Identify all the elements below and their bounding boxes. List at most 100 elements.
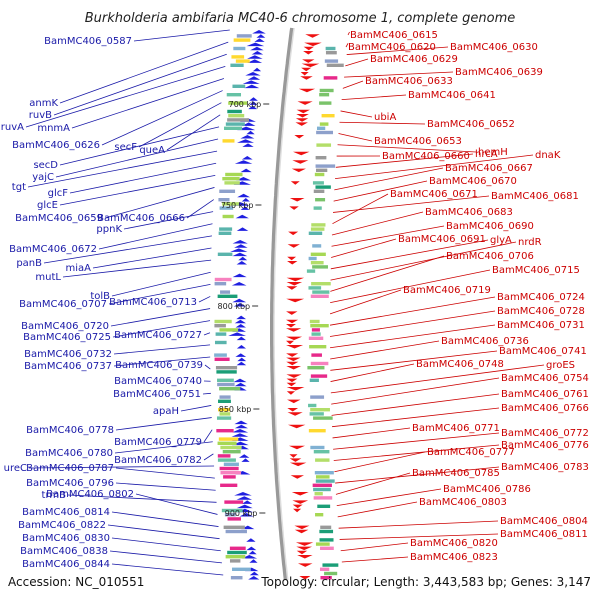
gene-label-reverse[interactable]: BamMC406_0820 — [410, 538, 498, 549]
gene-label-forward[interactable]: BamMC406_0802 — [46, 489, 134, 500]
gene-label-forward[interactable]: BamMC406_0796 — [26, 478, 114, 489]
gene-label-reverse[interactable]: BamMC406_0766 — [501, 403, 589, 414]
gene-label-forward[interactable]: BamMC406_0725 — [23, 332, 111, 343]
gene-label-reverse[interactable]: BamMC406_0777 — [427, 447, 515, 458]
gene-label-reverse[interactable]: nrdR — [518, 237, 542, 248]
gene-label-reverse[interactable]: BamMC406_0785 — [412, 468, 500, 479]
gene-label-forward[interactable]: BamMC406_0587 — [44, 36, 132, 47]
gene-label-reverse[interactable]: BamMC406_0715 — [492, 265, 580, 276]
gene-label-reverse[interactable]: BamMC406_0620 — [348, 42, 436, 53]
gene-label-forward[interactable]: BamMC406_0778 — [26, 425, 114, 436]
gene-label-reverse[interactable]: BamMC406_0772 — [501, 428, 589, 439]
gene-label-reverse[interactable]: BamMC406_0653 — [374, 136, 462, 147]
gene-label-forward[interactable]: BamMC406_0713 — [109, 297, 197, 308]
gene-label-reverse[interactable]: BamMC406_0748 — [416, 359, 504, 370]
gene-label-forward[interactable]: BamMC406_0844 — [22, 559, 110, 570]
gene-label-reverse[interactable]: BamMC406_0683 — [425, 207, 513, 218]
gene-label-reverse[interactable]: BamMC406_0641 — [408, 90, 496, 101]
cds-block — [217, 378, 234, 382]
gene-label-forward[interactable]: BamMC406_0787 — [26, 463, 114, 474]
gene-label-reverse[interactable]: BamMC406_0660 — [382, 151, 470, 162]
gene-label-forward[interactable]: ppnK — [96, 224, 122, 235]
gene-label-forward[interactable]: BamMC406_0739 — [115, 360, 203, 371]
gene-label-reverse[interactable]: BamMC406_0736 — [441, 336, 529, 347]
gene-label-reverse[interactable]: BamMC406_0776 — [501, 440, 589, 451]
gene-label-forward[interactable]: ureC — [4, 463, 27, 474]
gene-label-reverse[interactable]: hrcA — [475, 149, 498, 160]
gene-label-forward[interactable]: mnmA — [37, 123, 70, 134]
gene-label-reverse[interactable]: BamMC406_0706 — [446, 251, 534, 262]
gene-label-reverse[interactable]: BamMC406_0761 — [501, 389, 589, 400]
gene-label-forward[interactable]: BamMC406_0672 — [9, 244, 97, 255]
gene-label-forward[interactable]: secF — [114, 142, 137, 153]
gene-label-forward[interactable]: yajC — [32, 172, 54, 183]
gene-label-forward[interactable]: panB — [16, 258, 42, 269]
forward-label-connector — [59, 174, 216, 206]
gene-label-reverse[interactable]: BamMC406_0811 — [500, 529, 588, 540]
gene-label-reverse[interactable]: BamMC406_0667 — [445, 163, 533, 174]
gene-label-reverse[interactable]: BamMC406_0671 — [390, 189, 478, 200]
gene-label-forward[interactable]: trmB — [42, 490, 67, 501]
gene-label-forward[interactable]: tolB — [90, 291, 110, 302]
gene-label-forward[interactable]: queA — [139, 145, 165, 156]
gene-label-reverse[interactable]: BamMC406_0783 — [501, 462, 589, 473]
gene-label-reverse[interactable]: BamMC406_0823 — [410, 552, 498, 563]
gene-label-reverse[interactable]: BamMC406_0633 — [365, 76, 453, 87]
cds-block — [312, 483, 332, 487]
gene-label-reverse[interactable]: groES — [546, 360, 575, 371]
gene-label-forward[interactable]: BamMC406_0822 — [18, 520, 106, 531]
gene-label-forward[interactable]: BamMC406_0732 — [24, 349, 112, 360]
gene-label-forward[interactable]: secD — [33, 160, 58, 171]
gene-label-reverse[interactable]: BamMC406_0731 — [497, 320, 585, 331]
gene-label-reverse[interactable]: BamMC406_0681 — [491, 191, 579, 202]
gene-label-forward[interactable]: apaH — [153, 406, 179, 417]
gene-label-reverse[interactable]: BamMC406_0719 — [403, 285, 491, 296]
gene-label-reverse[interactable]: BamMC406_0652 — [427, 119, 515, 130]
gene-label-forward[interactable]: BamMC406_0830 — [22, 533, 110, 544]
gene-label-forward[interactable]: tgt — [12, 182, 26, 193]
gene-label-reverse[interactable]: BamMC406_0630 — [450, 42, 538, 53]
gene-label-forward[interactable]: mutL — [35, 272, 61, 283]
gene-label-reverse[interactable]: BamMC406_0754 — [501, 373, 589, 384]
reverse-feature-arrow — [298, 88, 316, 93]
gene-label-reverse[interactable]: BamMC406_0629 — [370, 54, 458, 65]
reverse-feature-arrow — [305, 34, 320, 38]
gene-label-forward[interactable]: BamMC406_0780 — [25, 448, 113, 459]
gene-label-forward[interactable]: BamMC406_0727 — [114, 330, 202, 341]
gene-label-reverse[interactable]: BamMC406_0724 — [497, 292, 585, 303]
gene-label-reverse[interactable]: BamMC406_0728 — [497, 306, 585, 317]
gene-label-forward[interactable]: miaA — [66, 263, 92, 274]
gene-label-reverse[interactable]: BamMC406_0690 — [446, 221, 534, 232]
gene-label-reverse[interactable]: BamMC406_0615 — [350, 30, 438, 41]
gene-label-reverse[interactable]: glyA — [490, 235, 512, 246]
gene-label-reverse[interactable]: BamMC406_0639 — [455, 67, 543, 78]
gene-label-forward[interactable]: BamMC406_0666 — [97, 213, 185, 224]
gene-label-reverse[interactable]: BamMC406_0741 — [499, 346, 587, 357]
gene-label-forward[interactable]: ruvA — [1, 122, 24, 133]
gene-label-forward[interactable]: BamMC406_0626 — [12, 140, 100, 151]
gene-label-reverse[interactable]: BamMC406_0786 — [443, 484, 531, 495]
gene-label-forward[interactable]: BamMC406_0659 — [15, 213, 103, 224]
gene-label-reverse[interactable]: BamMC406_0803 — [419, 497, 507, 508]
gene-label-reverse[interactable]: ubiA — [374, 112, 396, 123]
gene-label-forward[interactable]: glcE — [37, 200, 58, 211]
gene-label-forward[interactable]: BamMC406_0737 — [24, 361, 112, 372]
gene-label-forward[interactable]: anmK — [29, 98, 58, 109]
gene-label-forward[interactable]: BamMC406_0740 — [114, 376, 202, 387]
gene-label-forward[interactable]: BamMC406_0720 — [21, 321, 109, 332]
gene-label-forward[interactable]: BamMC406_0782 — [114, 455, 202, 466]
gene-label-reverse[interactable]: BamMC406_0670 — [429, 176, 517, 187]
gene-label-forward[interactable]: BamMC406_0814 — [22, 507, 110, 518]
gene-label-forward[interactable]: BamMC406_0838 — [20, 546, 108, 557]
forward-label-connector — [138, 102, 222, 148]
gene-label-forward[interactable]: BamMC406_0751 — [113, 389, 201, 400]
gene-label-reverse[interactable]: BamMC406_0804 — [500, 516, 588, 527]
gene-label-forward[interactable]: ruvB — [29, 110, 52, 121]
gene-label-forward[interactable]: BamMC406_0707 — [19, 299, 107, 310]
gene-label-reverse[interactable]: BamMC406_0691 — [398, 234, 486, 245]
gene-label-reverse[interactable]: hemH — [478, 147, 508, 158]
gene-label-forward[interactable]: BamMC406_0779 — [114, 437, 202, 448]
gene-label-forward[interactable]: glcF — [48, 188, 69, 199]
gene-label-reverse[interactable]: BamMC406_0771 — [412, 423, 500, 434]
gene-label-reverse[interactable]: dnaK — [535, 150, 561, 161]
